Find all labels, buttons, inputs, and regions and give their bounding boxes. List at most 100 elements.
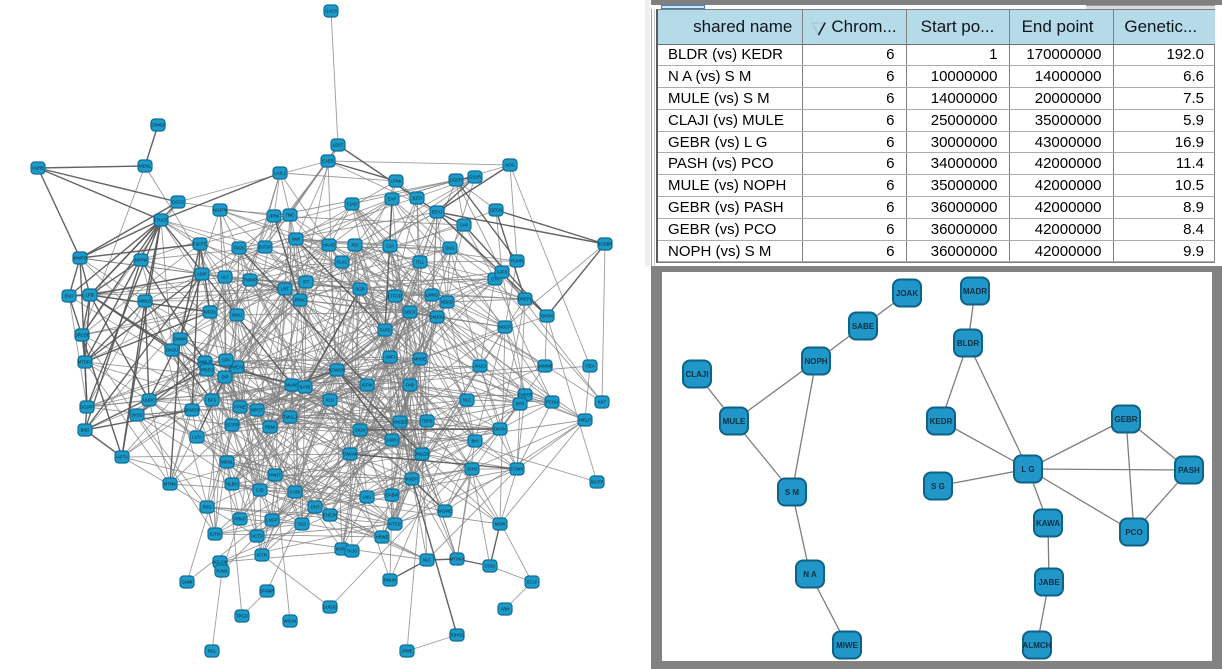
svg-text:EKO: EKO: [65, 293, 75, 298]
svg-text:GACS: GACS: [325, 8, 337, 13]
svg-text:JCHJ: JCHJ: [467, 466, 477, 471]
svg-text:KNDFI: KNDFI: [406, 476, 419, 481]
svg-text:PDG: PDG: [202, 504, 211, 509]
svg-text:NWI: NWI: [292, 236, 300, 241]
svg-text:GION: GION: [355, 427, 366, 432]
svg-text:RBMI: RBMI: [265, 424, 275, 429]
svg-text:LLTA: LLTA: [192, 434, 202, 439]
svg-text:GSUR: GSUR: [469, 174, 481, 179]
svg-text:SKSS: SKSS: [131, 412, 142, 417]
svg-text:ISFW: ISFW: [362, 382, 373, 387]
svg-text:FOWK: FOWK: [511, 466, 524, 471]
svg-text:FLAC: FLAC: [337, 259, 348, 264]
svg-text:EAER: EAER: [322, 158, 333, 163]
svg-text:HIELP: HIELP: [579, 417, 591, 422]
svg-text:KCWGN: KCWGN: [329, 367, 345, 372]
svg-text:PRKF: PRKF: [234, 516, 246, 521]
svg-text:S G: S G: [931, 482, 945, 491]
svg-text:PCO: PCO: [1125, 528, 1142, 537]
svg-text:NFPW: NFPW: [135, 257, 147, 262]
svg-text:PCHU: PCHU: [546, 399, 558, 404]
svg-text:GNMI: GNMI: [182, 579, 193, 584]
svg-text:FPNE: FPNE: [234, 404, 245, 409]
svg-text:NOPH: NOPH: [804, 357, 827, 366]
svg-text:GUGJG: GUGJG: [323, 604, 338, 609]
svg-text:SSTPP: SSTPP: [225, 422, 239, 427]
svg-text:MIWE: MIWE: [836, 641, 858, 650]
svg-text:NWLB: NWLB: [139, 298, 151, 303]
svg-text:BMUN: BMUN: [384, 577, 396, 582]
svg-text:IAPTA: IAPTA: [116, 454, 128, 459]
svg-text:BFS: BFS: [208, 397, 216, 402]
svg-text:JOAK: JOAK: [896, 289, 918, 298]
svg-text:CLAJI: CLAJI: [685, 370, 708, 379]
svg-text:N A: N A: [803, 570, 817, 579]
svg-text:EHEJN: EHEJN: [323, 512, 337, 517]
svg-text:NLF: NLF: [423, 557, 431, 562]
svg-text:CAP: CAP: [460, 222, 469, 227]
svg-text:TBPS: TBPS: [422, 418, 433, 423]
svg-text:UUDC: UUDC: [143, 397, 155, 402]
svg-text:ETUCE: ETUCE: [154, 217, 168, 222]
svg-text:CPA: CPA: [222, 357, 231, 362]
svg-text:LTFOD: LTFOD: [388, 293, 401, 298]
svg-text:COGI: COGI: [485, 563, 496, 568]
svg-text:BICPP: BICPP: [591, 479, 604, 484]
svg-text:DGER: DGER: [450, 177, 462, 182]
svg-text:MHDE: MHDE: [414, 356, 427, 361]
svg-text:OGJPP: OGJPP: [80, 404, 94, 409]
svg-text:DUG: DUG: [445, 245, 454, 250]
svg-text:LPNK: LPNK: [391, 178, 402, 183]
svg-text:SABE: SABE: [852, 322, 875, 331]
svg-text:KEDR: KEDR: [930, 417, 953, 426]
svg-text:CJA: CJA: [386, 243, 394, 248]
svg-text:L G: L G: [1021, 465, 1034, 474]
svg-text:PAB: PAB: [406, 382, 414, 387]
svg-text:OHSN: OHSN: [541, 313, 553, 318]
svg-text:EHDTR: EHDTR: [518, 392, 532, 397]
svg-text:BGDBR: BGDBR: [598, 241, 613, 246]
svg-text:FAPD: FAPD: [380, 327, 391, 332]
svg-text:DIP: DIP: [222, 374, 229, 379]
svg-text:TNIWP: TNIWP: [243, 277, 257, 282]
svg-text:KUJ: KUJ: [326, 397, 334, 402]
svg-text:SNNWB: SNNWB: [537, 363, 553, 368]
svg-text:FIEA: FIEA: [585, 363, 595, 368]
svg-text:ICTR: ICTR: [257, 552, 267, 557]
svg-text:LRT: LRT: [281, 286, 289, 291]
svg-text:RTR: RTR: [516, 401, 525, 406]
svg-text:BJTM: BJTM: [210, 531, 221, 536]
svg-text:MGW: MGW: [495, 521, 506, 526]
svg-text:FASK: FASK: [290, 489, 301, 494]
svg-text:NOC: NOC: [505, 162, 514, 167]
svg-text:BND: BND: [81, 427, 90, 432]
svg-text:JLEO: JLEO: [412, 195, 423, 200]
svg-text:MADR: MADR: [963, 287, 987, 296]
svg-text:BJTJP: BJTJP: [259, 244, 272, 249]
svg-text:SBCK: SBCK: [404, 309, 416, 314]
svg-text:SGJ: SGJ: [298, 521, 306, 526]
svg-text:NLC: NLC: [463, 397, 471, 402]
svg-text:KOPEI: KOPEI: [336, 546, 349, 551]
svg-text:IFT: IFT: [303, 279, 310, 284]
svg-text:NLBH: NLBH: [226, 481, 237, 486]
svg-text:TKJG: TKJG: [347, 548, 358, 553]
svg-text:KTCD: KTCD: [389, 521, 400, 526]
svg-text:LMNG: LMNG: [426, 292, 438, 297]
svg-text:HWJT: HWJT: [269, 472, 281, 477]
svg-text:ULT: ULT: [221, 274, 229, 279]
svg-text:MENL: MENL: [139, 163, 151, 168]
svg-text:MPDT: MPDT: [251, 407, 263, 412]
svg-text:ALMCH: ALMCH: [1023, 641, 1052, 650]
svg-text:WWPD: WWPD: [73, 255, 87, 260]
svg-text:NOJFN: NOJFN: [213, 207, 227, 212]
svg-text:KAWA: KAWA: [1036, 519, 1060, 528]
svg-text:RGL: RGL: [208, 648, 217, 653]
svg-text:DMJOU: DMJOU: [430, 314, 445, 319]
svg-text:PDI: PDI: [352, 242, 359, 247]
svg-text:MDNL: MDNL: [221, 459, 234, 464]
svg-text:EAP: EAP: [388, 196, 397, 201]
svg-text:GEBR: GEBR: [1114, 415, 1137, 424]
svg-text:ONT: ONT: [311, 504, 320, 509]
svg-text:TMC: TMC: [285, 212, 294, 217]
